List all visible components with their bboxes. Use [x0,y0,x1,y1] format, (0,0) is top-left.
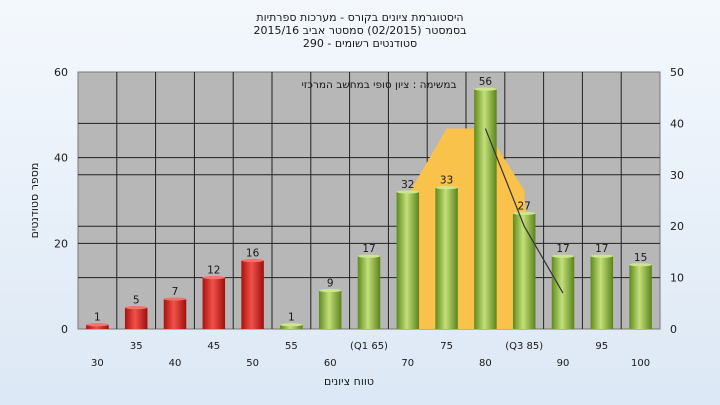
y-tick-label: 60 [54,66,68,79]
distribution-area [398,128,534,329]
bar-top-7 [357,254,381,258]
x-axis-ticks: 30 35 40 45 50 55 60 (Q1 65) 70 75 80 (Q3 85) 90 95 10… [91,341,650,369]
x-tick-label-8: 70 [401,358,414,369]
value-label-4: 16 [246,247,260,259]
bar-top-3 [202,276,226,280]
bar-1 [124,307,148,329]
value-label-0: 1 [94,312,101,324]
x-tick-label-0: 30 [91,358,104,369]
bar-top-12 [551,254,575,258]
x-tick-label-5: 55 [285,341,298,352]
x-tick-label-3: 45 [207,341,220,352]
value-label-10: 56 [479,76,493,88]
value-label-9: 33 [440,175,453,187]
bar-top-2 [163,297,187,301]
bar-9 [435,187,458,329]
x-axis-title: טווח ציונים [324,375,374,388]
x-tick-label-2: 40 [169,358,182,369]
value-label-2: 7 [172,286,179,298]
x-tick-label-13: 95 [595,341,608,352]
x-tick-label-6: 60 [324,358,337,369]
bar-3 [202,277,226,329]
value-label-11: 27 [518,200,531,212]
y-tick-label: 20 [54,237,68,250]
bar-2 [163,299,187,329]
y-axis-ticks: 0 20 40 60 [54,66,68,336]
bar-top-8 [396,190,420,194]
bar-10 [474,89,497,329]
bar-top-4 [241,258,264,263]
value-label-13: 17 [595,243,608,255]
y2-axis-ticks: 0 10 20 30 40 50 [670,66,684,336]
chart-title: היסטוגרמת ציונים בקורס - מערכות ספרתיות [256,11,464,24]
bars-group [86,87,652,329]
bar-top-13 [590,254,614,258]
value-label-6: 9 [327,277,334,289]
bar-8 [396,191,420,329]
x-tick-label-4: 50 [246,358,259,369]
y2-tick-label: 0 [670,323,677,336]
y2-tick-label: 10 [670,272,684,285]
bar-5 [280,324,303,329]
bar-14 [629,264,652,329]
bar-7 [357,256,381,329]
x-tick-label-10: 80 [479,358,492,369]
value-label-14: 15 [634,252,647,264]
x-tick-label-7: (Q1 65) [350,341,388,352]
y-tick-label: 40 [54,152,68,165]
chart-annotation: במשימה : ציון סופי במחשב המרכזי [301,79,456,91]
x-tick-label-11: (Q3 85) [505,341,543,352]
y2-tick-label: 20 [670,220,684,233]
value-label-8: 32 [401,179,414,191]
bar-4 [241,260,264,329]
y-tick-label: 0 [61,323,68,336]
value-label-12: 17 [556,243,569,255]
y-axis-title: מספר סטודנטים [28,163,41,239]
x-tick-label-1: 35 [130,341,143,352]
chart-subtitle: בסמסטר (02/2015) סמסטר אביב 2015/16 [253,24,467,37]
chart-subtitle-students: סטודנטים רשומים - 290 [302,37,418,50]
value-label-7: 17 [362,243,375,255]
bar-13 [590,256,614,329]
bar-top-9 [435,186,458,190]
x-tick-label-12: 90 [557,358,570,369]
trend-line [484,128,564,294]
bar-top-1 [124,305,148,310]
value-label-5: 1 [288,312,295,324]
bar-top-10 [474,87,497,91]
bar-top-14 [629,263,652,267]
bar-6 [318,290,342,329]
bar-top-6 [318,288,342,293]
bar-0 [86,324,109,329]
x-tick-label-14: 100 [631,358,650,369]
bar-top-5 [280,323,303,327]
bar-top-0 [86,323,109,327]
x-tick-label-9: 75 [440,341,453,352]
y2-tick-label: 30 [670,169,684,182]
bar-11 [512,213,536,329]
value-label-3: 12 [207,265,220,277]
value-label-1: 5 [133,295,140,307]
y2-tick-label: 50 [670,66,684,79]
y2-tick-label: 40 [670,117,684,130]
